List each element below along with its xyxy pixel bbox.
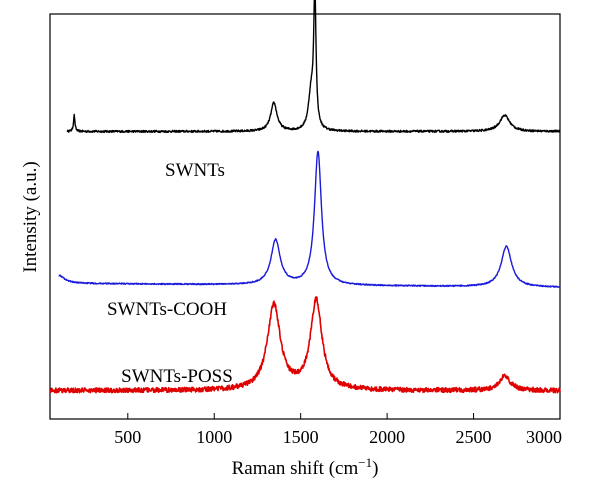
x-tick-label: 2500 [456, 427, 492, 447]
x-tick-label: 1500 [283, 427, 319, 447]
x-axis-title-superscript: −1 [358, 455, 372, 470]
x-tick-label: 3000 [526, 427, 562, 447]
series-line-swnts [66, 0, 561, 134]
x-axis-title: Raman shift (cm−1) [232, 455, 379, 479]
x-ticks: 500 1000 1500 2000 2500 3000 [114, 413, 562, 447]
plot-frame [49, 13, 561, 420]
series-label-swnts-cooh: SWNTs-COOH [107, 299, 227, 320]
x-axis-title-suffix: ) [372, 458, 378, 479]
series-label-swnts: SWNTs [165, 160, 225, 181]
x-tick-label: 500 [114, 427, 141, 447]
series-line-swnts-cooh [58, 150, 561, 288]
series-line-swnts-poss [49, 296, 561, 394]
x-tick-label: 2000 [369, 427, 405, 447]
y-axis-title: Intensity (a.u.) [20, 161, 41, 272]
series-layer [49, 0, 561, 394]
series-label-swnts-poss: SWNTs-POSS [121, 366, 233, 387]
series-labels: SWNTs SWNTs-COOH SWNTs-POSS [107, 160, 233, 387]
x-tick-label: 1000 [196, 427, 232, 447]
